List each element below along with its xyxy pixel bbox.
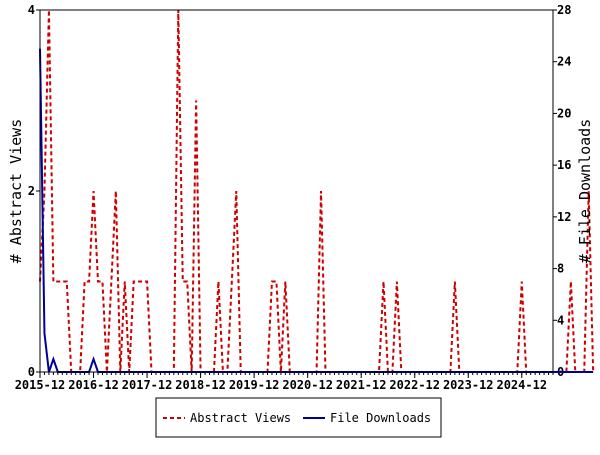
x-tick-label: 2015-12 xyxy=(15,378,66,392)
left-axis-tick-label: 4 xyxy=(28,3,35,17)
x-tick-label: 2021-12 xyxy=(336,378,387,392)
x-tick-label: 2022-12 xyxy=(389,378,440,392)
plot-area-frame xyxy=(39,9,554,373)
legend-box xyxy=(155,397,442,438)
right-axis-tick-label: 24 xyxy=(557,55,571,69)
right-axis-title: # File Downloads xyxy=(576,119,594,264)
right-axis-tick-label: 20 xyxy=(557,106,571,120)
left-axis-tick-label: 0 xyxy=(28,365,35,379)
legend-label-file-downloads: File Downloads xyxy=(330,411,431,425)
legend: Abstract Views File Downloads xyxy=(155,397,442,438)
left-axis-title: # Abstract Views xyxy=(7,119,25,264)
x-tick-label: 2023-12 xyxy=(443,378,494,392)
left-axis-ticks: 0 2 4 xyxy=(28,3,40,379)
x-tick-label: 2016-12 xyxy=(68,378,119,392)
right-axis-tick-label: 4 xyxy=(557,313,564,327)
right-axis-tick-label: 8 xyxy=(557,262,564,276)
x-tick-label: 2019-12 xyxy=(229,378,280,392)
x-tick-label: 2020-12 xyxy=(282,378,333,392)
right-axis-tick-label: 28 xyxy=(557,3,571,17)
x-tick-label: 2024-12 xyxy=(496,378,547,392)
legend-label-abstract-views: Abstract Views xyxy=(190,411,291,425)
right-axis-tick-label: 16 xyxy=(557,158,571,172)
x-tick-label: 2018-12 xyxy=(175,378,226,392)
left-axis-tick-label: 2 xyxy=(28,184,35,198)
x-tick-label: 2017-12 xyxy=(122,378,173,392)
right-axis-tick-label: 12 xyxy=(557,210,571,224)
